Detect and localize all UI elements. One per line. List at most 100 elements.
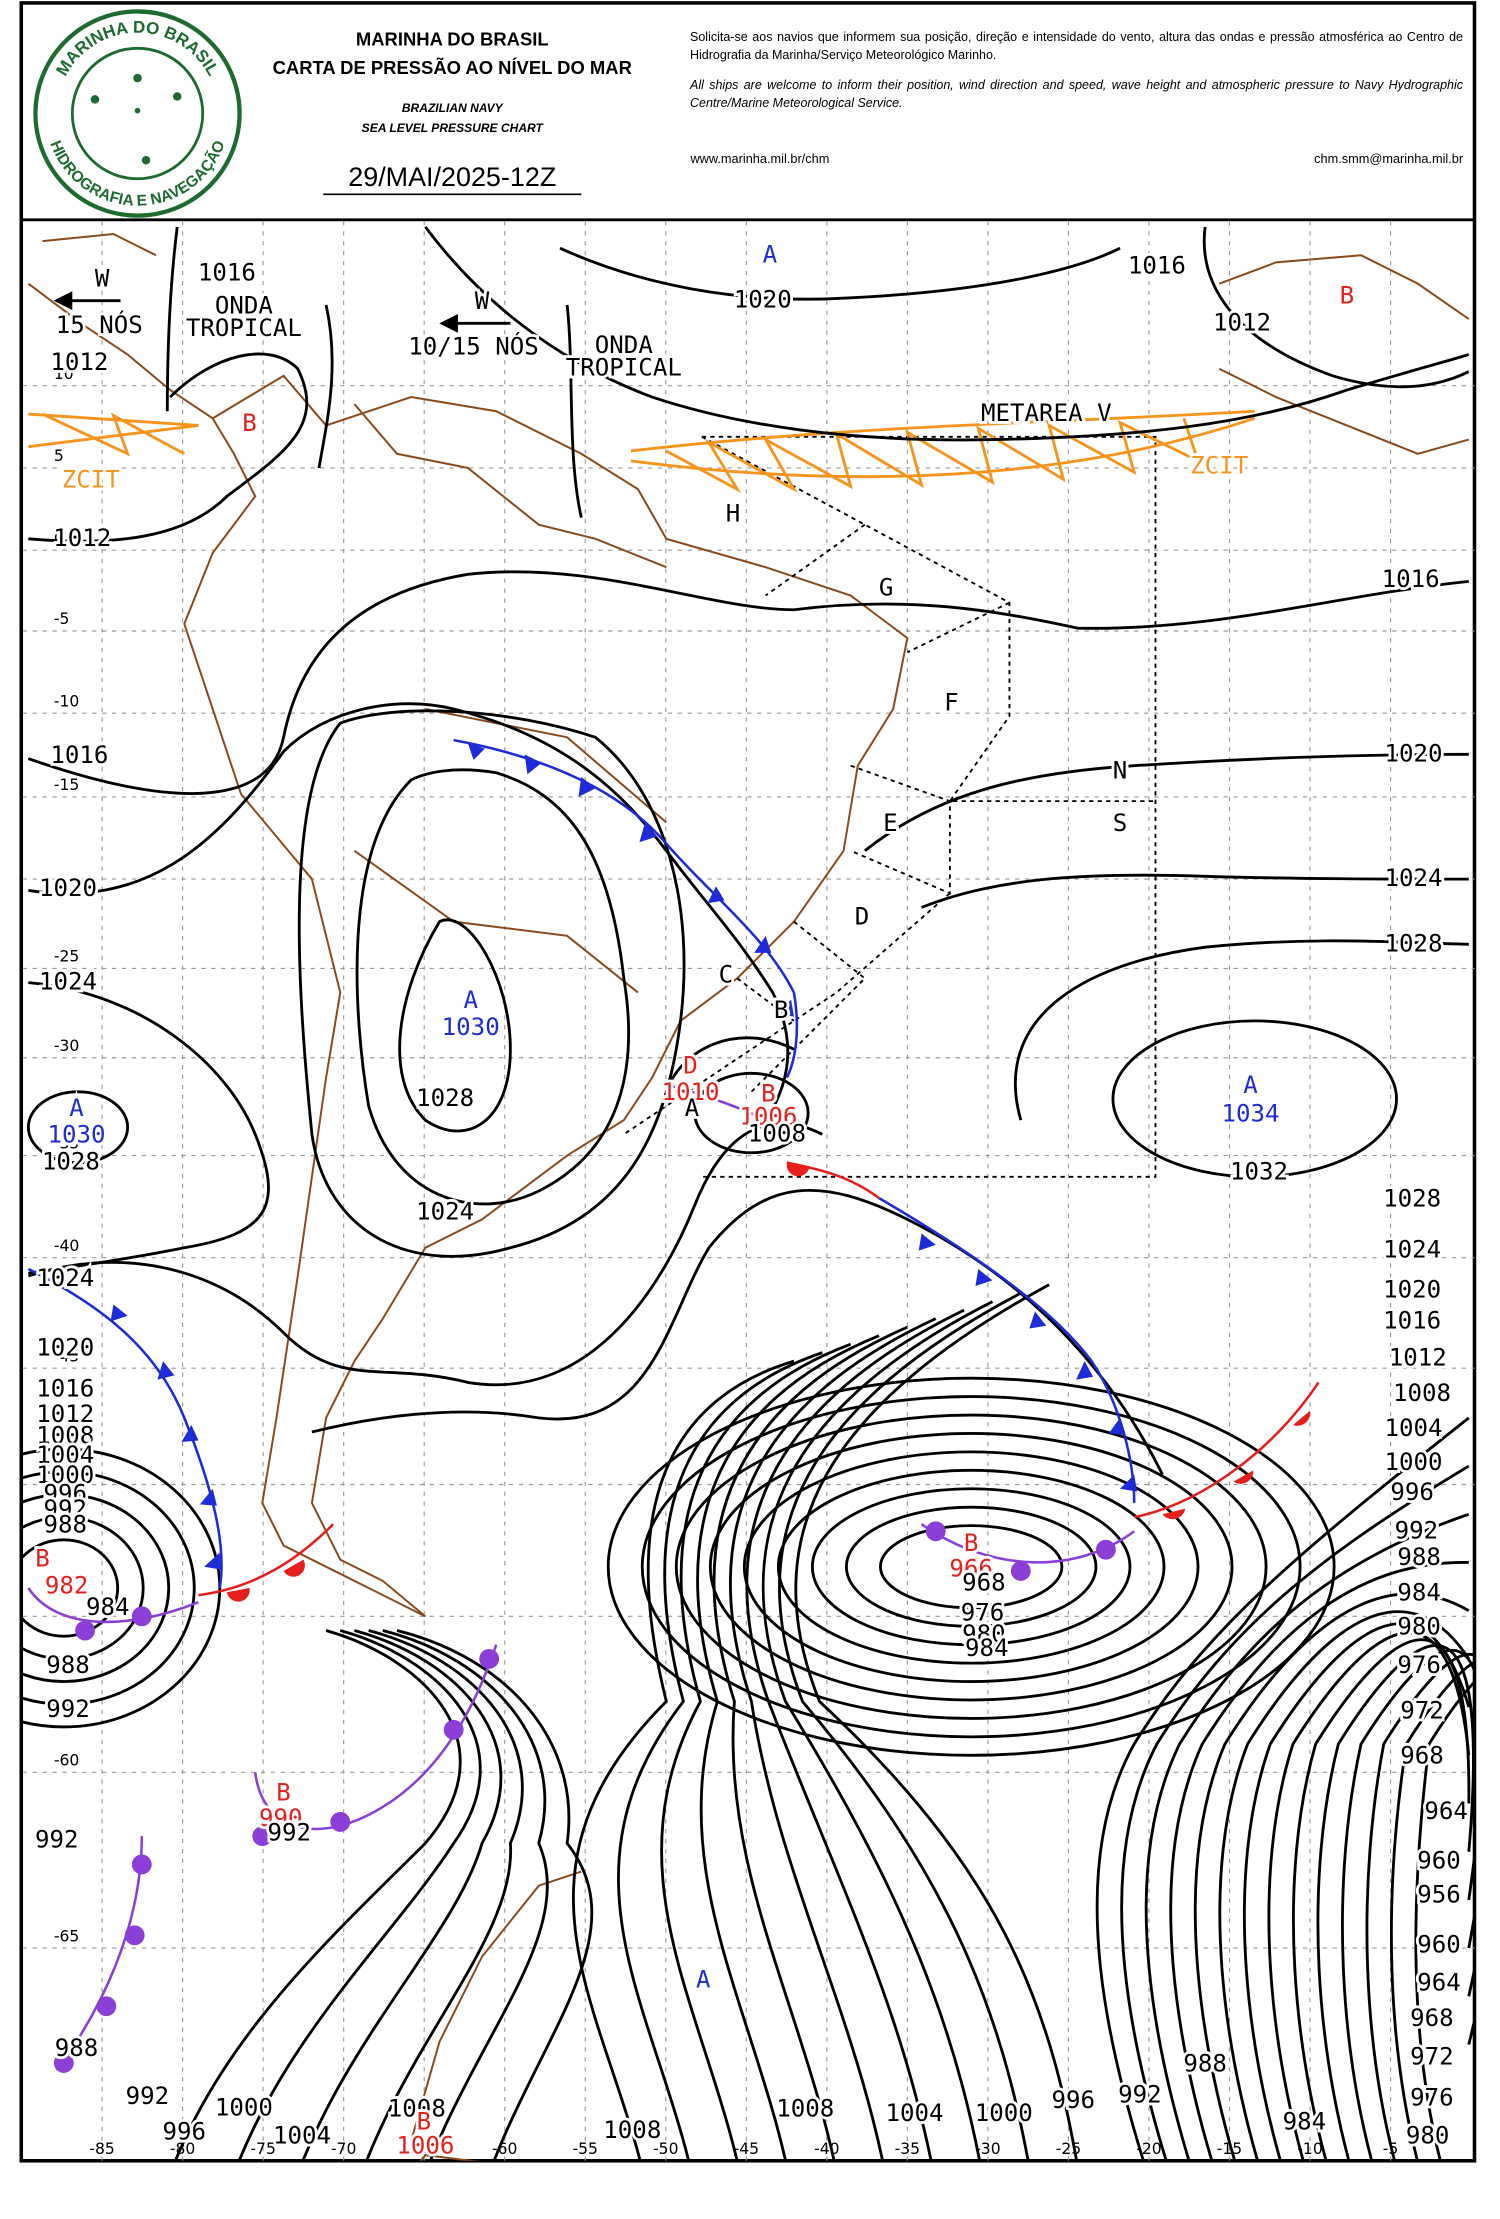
date: 29/MAI/2025-12Z xyxy=(348,162,556,192)
map-label: 984 xyxy=(1283,2107,1327,2135)
map-label: 984 xyxy=(86,1593,130,1621)
map-label: 1000 xyxy=(975,2099,1033,2127)
map-label: 1012 xyxy=(1213,308,1271,336)
isobar xyxy=(761,1300,994,2161)
lon-label: -15 xyxy=(1217,2140,1242,2158)
map-label: 1020 xyxy=(1383,1275,1441,1303)
wave-arrows xyxy=(53,291,511,333)
notice-en: All ships are welcome to inform their po… xyxy=(690,78,1463,110)
map-labels: 10 5 0 -5 -10 -15 -25 -30 -35 -40 -45 -60 -65 -85 -80 -… xyxy=(32,237,1471,2160)
map-label: 956 xyxy=(1417,1881,1461,1909)
map-label: 1006 xyxy=(739,1102,797,1130)
map-label: 976 xyxy=(1397,1651,1441,1679)
map-label: 980 xyxy=(1406,2122,1450,2150)
map-label: 1016 xyxy=(1383,1306,1441,1334)
isobar xyxy=(22,1538,120,1638)
map-label: 1016 xyxy=(1382,565,1440,593)
map-label: 988 xyxy=(46,1651,90,1679)
map: 10 5 0 -5 -10 -15 -25 -30 -35 -40 -45 -60 -65 -85 -80 -… xyxy=(22,221,1475,2161)
map-label: 1016 xyxy=(198,259,256,287)
map-label: B xyxy=(1340,281,1355,309)
lon-label: -70 xyxy=(331,2140,356,2158)
map-label: 988 xyxy=(1183,2049,1227,2077)
map-label: 996 xyxy=(43,1479,87,1507)
map-label: B xyxy=(417,2107,432,2135)
map-label: 15 NÓS xyxy=(56,309,143,339)
map-label: ZCIT xyxy=(1190,452,1248,480)
map-label: A xyxy=(69,1094,84,1122)
map-label: B xyxy=(964,1529,979,1557)
map-label: 10/15 NÓS xyxy=(408,330,539,360)
map-label: D xyxy=(683,1051,698,1079)
map-label: 1004 xyxy=(36,1441,94,1469)
isobar xyxy=(382,1629,549,2161)
map-label: G xyxy=(879,573,894,601)
isobars xyxy=(22,226,1475,2161)
frame xyxy=(19,1,1477,2163)
map-label: 1024 xyxy=(1383,1236,1441,1264)
isobar xyxy=(571,1359,795,2161)
lat-label: -45 xyxy=(54,1347,79,1365)
org-en: BRAZILIAN NAVY xyxy=(402,101,504,115)
isobar xyxy=(794,1283,1079,2161)
map-label: S xyxy=(1113,809,1128,837)
map-label: 988 xyxy=(43,1511,87,1539)
coastline xyxy=(27,233,1470,2161)
map-label: A xyxy=(696,1966,711,1994)
map-label: 1000 xyxy=(1385,1448,1443,1476)
title: CARTA DE PRESSÃO AO NÍVEL DO MAR xyxy=(273,57,632,78)
map-label: 1008 xyxy=(1393,1379,1451,1407)
map-label: 1030 xyxy=(48,1121,106,1149)
map-label: 964 xyxy=(1417,1969,1461,1997)
map-label: 980 xyxy=(962,1620,1006,1648)
map-label: 980 xyxy=(1397,1613,1441,1641)
map-label: 976 xyxy=(961,1599,1005,1627)
isobar xyxy=(1389,1660,1475,2161)
isobar xyxy=(365,1629,524,2161)
map-label: 1020 xyxy=(39,874,97,902)
lon-label: -55 xyxy=(573,2140,598,2158)
map-label: 1006 xyxy=(396,2132,454,2160)
fronts xyxy=(27,738,1320,2073)
map-label: 968 xyxy=(1410,2004,1454,2032)
lat-label: 5 xyxy=(54,447,64,465)
isobar xyxy=(674,1413,1268,1720)
map-label: ZCIT xyxy=(62,466,120,494)
isobar xyxy=(1242,1622,1471,2161)
isobar xyxy=(745,1308,965,2161)
map-label: 996 xyxy=(1051,2086,1095,2114)
map-label: 1012 xyxy=(36,1400,94,1428)
logo: MARINHA DO BRASIL HIDROGRAFIA E NAVEGAÇÃ… xyxy=(33,9,242,218)
map-label: 992 xyxy=(1395,1516,1439,1544)
isobar xyxy=(1414,1679,1475,2161)
isobar xyxy=(1365,1652,1475,2161)
title-en: SEA LEVEL PRESSURE CHART xyxy=(362,121,545,135)
lat-label: -5 xyxy=(54,610,70,628)
map-label: 1000 xyxy=(215,2093,273,2121)
isobar xyxy=(22,1447,222,1729)
map-label: 968 xyxy=(1400,1742,1444,1770)
isobar xyxy=(22,1470,196,1706)
map-label: 1016 xyxy=(50,741,108,769)
notice: Solicita-se aos navios que informem sua … xyxy=(690,28,1463,124)
lat-label: -15 xyxy=(54,776,79,794)
isobar xyxy=(708,1432,1234,1702)
isobar xyxy=(1292,1638,1471,2161)
lon-label: -85 xyxy=(89,2140,114,2158)
lon-label: -30 xyxy=(975,2140,1000,2158)
map-label: B xyxy=(761,1080,776,1108)
lon-label: -60 xyxy=(492,2140,517,2158)
isobar xyxy=(1095,1416,1470,2161)
map-label: METAREA V xyxy=(981,399,1112,427)
map-label: D xyxy=(855,902,870,930)
isobar xyxy=(1341,1648,1475,2161)
email: chm.smm@marinha.mil.br xyxy=(1314,151,1464,166)
isobar xyxy=(606,1376,1336,1757)
isobar xyxy=(22,1515,145,1661)
isobar xyxy=(1218,1610,1470,2161)
isobar xyxy=(237,1629,482,2161)
lon-label: -25 xyxy=(1056,2140,1081,2158)
map-label: 1016 xyxy=(1128,252,1186,280)
itcz xyxy=(28,409,1256,493)
map-label: H xyxy=(726,500,741,528)
